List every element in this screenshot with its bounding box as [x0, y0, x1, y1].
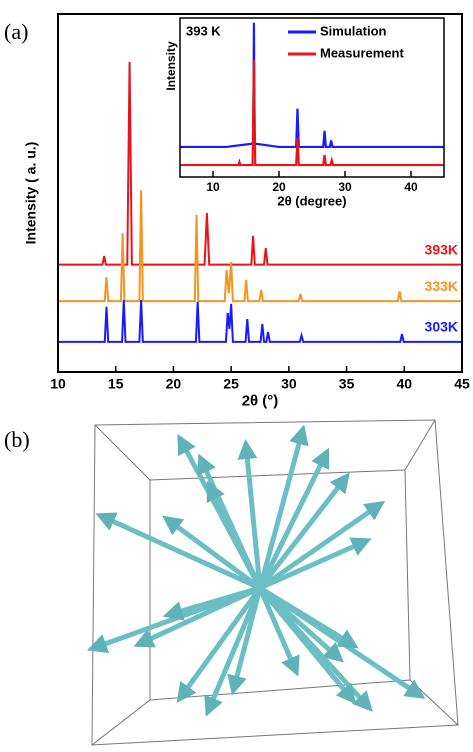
y-axis-label: Intensity ( a. u.)	[23, 142, 39, 245]
x-axis-label: 2θ (degree)	[277, 194, 346, 209]
x-tick-label: 25	[223, 375, 239, 391]
series-label: 303K	[425, 319, 458, 335]
x-tick-label: 30	[281, 375, 297, 391]
series-line	[58, 190, 462, 301]
panel-label: (b)	[4, 427, 30, 452]
spin-arrows	[102, 440, 412, 702]
x-tick-label: 30	[338, 180, 352, 194]
inset-background	[180, 18, 444, 177]
series-label: 333K	[425, 278, 458, 294]
x-tick-label: 20	[272, 180, 286, 194]
x-tick-label: 40	[404, 180, 418, 194]
x-tick-label: 20	[166, 375, 182, 391]
inset-title: 393 K	[186, 23, 221, 38]
x-tick-label: 10	[50, 375, 66, 391]
legend-label: Measurement	[320, 45, 404, 60]
panel-label: (a)	[4, 19, 28, 44]
x-tick-label: 15	[108, 375, 124, 391]
legend-label: Simulation	[320, 23, 387, 38]
x-tick-label: 45	[454, 375, 470, 391]
x-tick-label: 40	[396, 375, 412, 391]
x-axis-label: 2θ (°)	[242, 392, 279, 409]
series-line	[58, 300, 462, 342]
y-axis-label: Intensity	[164, 41, 178, 91]
series-label: 393K	[425, 241, 458, 257]
x-tick-label: 10	[206, 180, 220, 194]
figure: (a) (b) 393K 333K 303K 10 15 20 25 30 35 40 45 2θ (…	[0, 0, 473, 752]
x-tick-label: 35	[339, 375, 355, 391]
